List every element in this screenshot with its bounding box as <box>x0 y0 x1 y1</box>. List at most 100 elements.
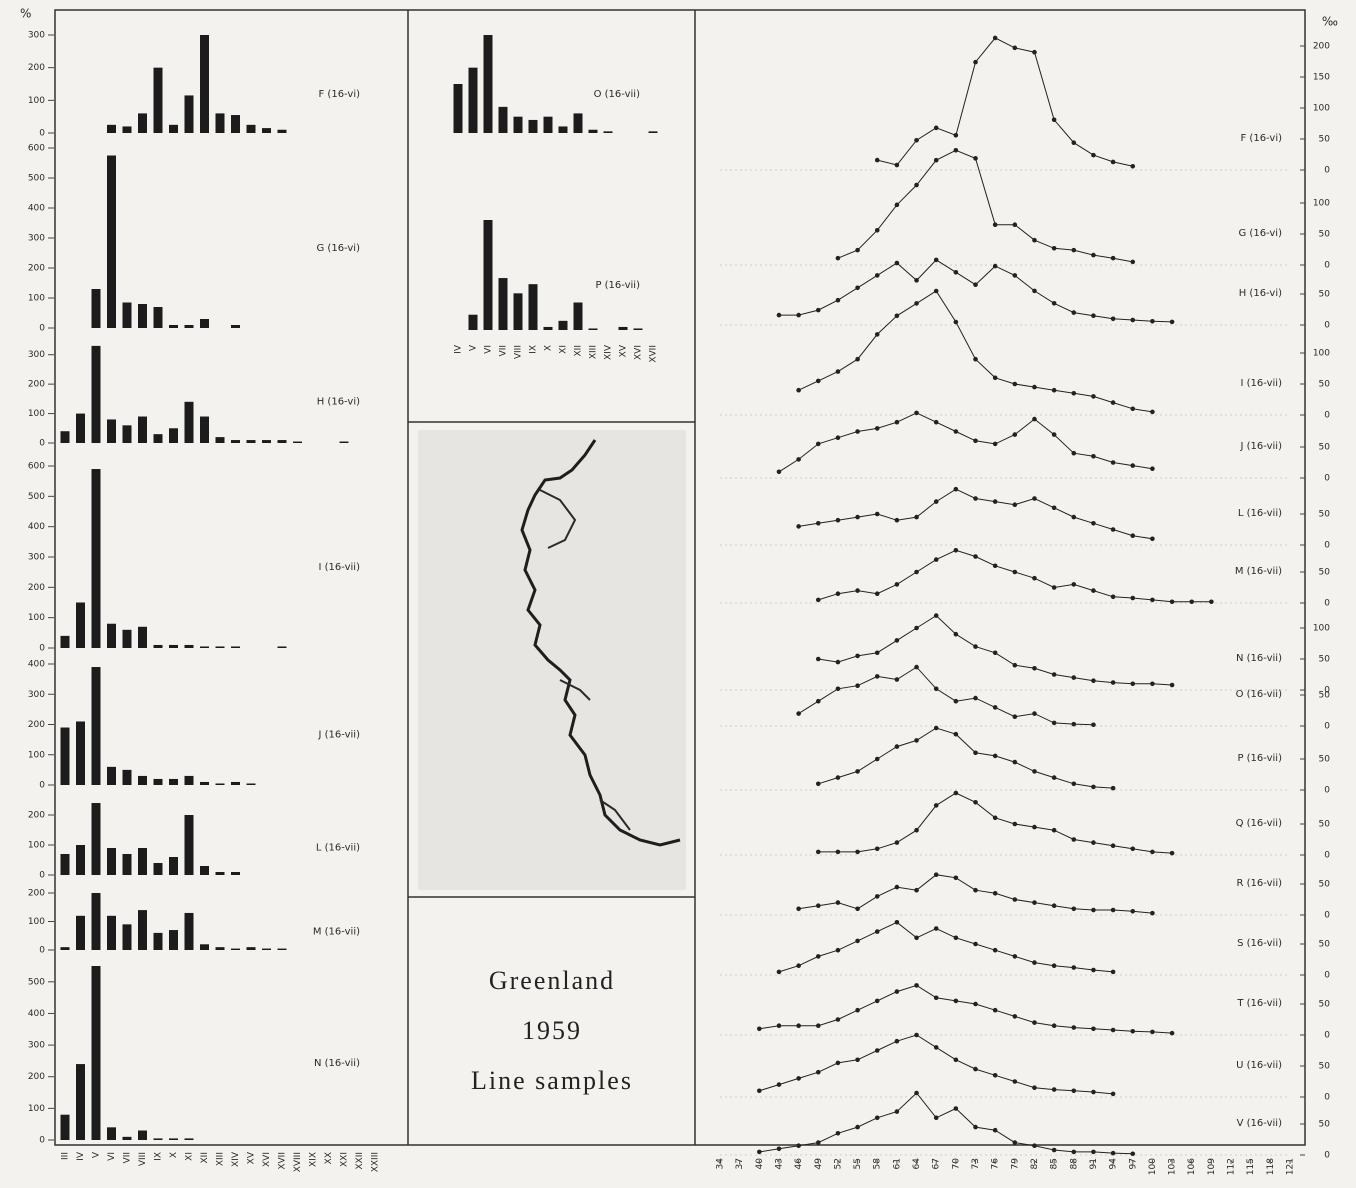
point <box>1051 301 1057 306</box>
caption-line: Greenland <box>489 966 615 995</box>
point <box>874 674 880 679</box>
point <box>1110 316 1116 322</box>
point <box>1012 821 1018 827</box>
point <box>953 429 959 434</box>
point <box>973 156 978 161</box>
x-tick-label: XIII <box>216 1152 226 1166</box>
point <box>757 1088 762 1094</box>
bar <box>138 626 147 648</box>
bar <box>91 289 101 328</box>
bar <box>573 302 583 330</box>
bar <box>122 769 132 785</box>
bar <box>60 635 70 648</box>
x-tick-label: VIII <box>138 1152 148 1166</box>
point <box>1091 454 1096 459</box>
bar <box>184 644 194 648</box>
point <box>1032 1020 1037 1025</box>
point <box>1012 897 1018 902</box>
point <box>992 563 998 569</box>
bar <box>200 416 209 443</box>
point <box>1110 255 1116 261</box>
x-tick-label: XIV <box>231 1151 241 1167</box>
map <box>418 430 686 890</box>
bar <box>122 924 132 950</box>
bar <box>169 124 178 133</box>
series-label: Q (16-vii) <box>1236 818 1282 829</box>
point <box>874 332 880 337</box>
point <box>894 1109 900 1114</box>
point <box>1110 969 1116 975</box>
y-tick-label: 100 <box>28 1104 45 1114</box>
x-tick-label: 106 <box>1187 1158 1197 1175</box>
bar <box>91 469 101 648</box>
point <box>855 1124 860 1130</box>
bar <box>107 419 116 443</box>
point <box>796 1076 801 1081</box>
series-label: H (16-vi) <box>1239 288 1282 299</box>
panel-label: P (16-vii) <box>595 280 640 291</box>
y-tick-label: 0 <box>39 946 45 956</box>
x-tick-label: XI <box>559 345 569 354</box>
point <box>1051 720 1057 726</box>
point <box>914 182 919 188</box>
point <box>1169 1030 1175 1036</box>
point <box>874 650 880 656</box>
point <box>1130 595 1136 601</box>
bar <box>169 857 178 875</box>
point <box>1071 140 1077 146</box>
y-tick-label: 50 <box>1319 135 1331 145</box>
x-tick-label: V <box>92 1151 102 1158</box>
point <box>1091 840 1096 845</box>
bar <box>107 1127 116 1140</box>
series-label: I (16-vii) <box>1241 378 1283 389</box>
y-tick-label: 100 <box>28 96 45 106</box>
point <box>933 803 939 808</box>
x-tick-label: VI <box>484 345 494 354</box>
point <box>1032 384 1037 390</box>
point <box>1110 527 1116 532</box>
point <box>1051 1023 1057 1028</box>
series-label: U (16-vii) <box>1236 1060 1282 1071</box>
point <box>1091 967 1096 973</box>
series-line <box>759 984 1173 1034</box>
y-tick-label: 0 <box>39 129 45 139</box>
y-tick-label: 0 <box>39 644 45 654</box>
caption: Greenland 1959 Line samples <box>471 966 631 1095</box>
point <box>894 582 900 587</box>
point <box>815 441 821 447</box>
y-tick-label: 300 <box>28 1041 45 1051</box>
y-tick-label: 50 <box>1319 880 1331 890</box>
point <box>874 591 880 596</box>
y-tick-label: 0 <box>39 324 45 334</box>
bar <box>215 947 225 950</box>
point <box>1110 1091 1116 1097</box>
bar <box>633 328 643 330</box>
point <box>855 906 860 912</box>
point <box>933 157 939 163</box>
point <box>855 285 860 291</box>
point <box>815 849 821 855</box>
point <box>933 499 939 504</box>
y-tick-label: 500 <box>28 977 45 987</box>
y-tick-label: 50 <box>1319 443 1331 453</box>
point <box>796 711 801 716</box>
point <box>1091 152 1096 158</box>
point <box>933 995 939 1001</box>
point <box>1091 784 1096 790</box>
x-tick-label: XVIII <box>293 1152 303 1172</box>
bar <box>122 302 132 328</box>
point <box>933 926 939 931</box>
x-tick-label: IV <box>76 1151 86 1161</box>
panel-label: M (16-vii) <box>313 927 360 938</box>
point <box>914 1032 919 1038</box>
x-tick-label: V <box>469 344 479 351</box>
point <box>1150 409 1155 415</box>
y-tick-label: 400 <box>28 660 45 670</box>
point <box>815 378 821 384</box>
series-label: N (16-vii) <box>1236 653 1282 664</box>
point <box>874 1115 880 1121</box>
bar <box>528 284 538 330</box>
panel-label: J (16-vii) <box>318 730 361 741</box>
series-label: O (16-vii) <box>1236 689 1282 700</box>
bar <box>153 644 163 648</box>
